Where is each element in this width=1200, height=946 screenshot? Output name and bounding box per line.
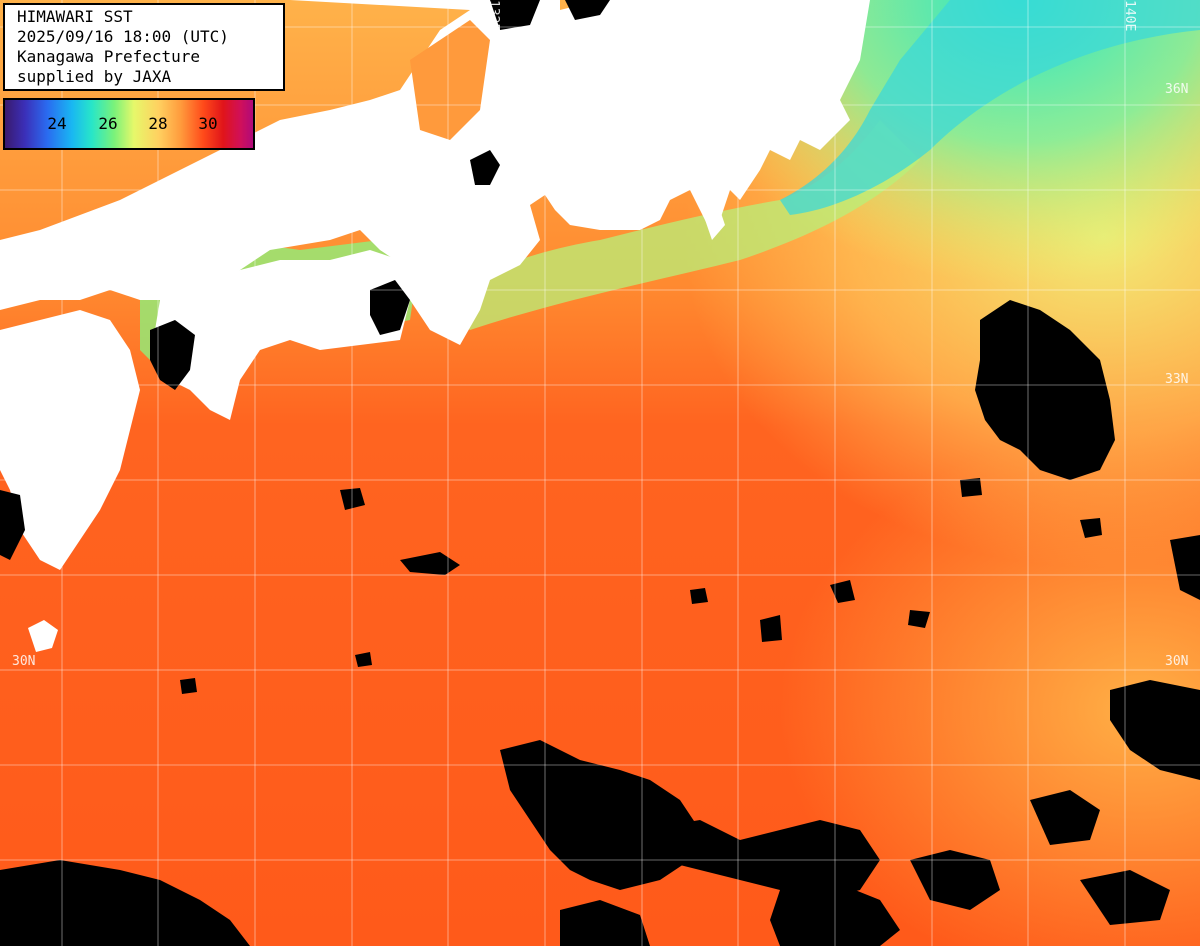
legend-tick-28: 28 bbox=[148, 114, 168, 133]
tanegashima-island bbox=[28, 620, 58, 652]
title-line-3: Kanagawa Prefecture bbox=[17, 47, 201, 66]
honshu-land bbox=[0, 0, 870, 345]
lat-label-36n: 36N bbox=[1165, 82, 1189, 97]
lat-label-33n: 33N bbox=[1165, 372, 1189, 387]
legend-tick-24: 24 bbox=[47, 114, 67, 133]
color-legend: 24 26 28 30 bbox=[3, 98, 255, 150]
title-line-2: 2025/09/16 18:00 (UTC) bbox=[17, 27, 229, 46]
lon-label-140e: 140E bbox=[1122, 0, 1137, 32]
legend-tick-30: 30 bbox=[198, 114, 218, 133]
coastal-cool-band bbox=[430, 120, 920, 330]
legend-tick-26: 26 bbox=[98, 114, 118, 133]
title-line-1: HIMAWARI SST bbox=[17, 7, 133, 26]
izu-peninsula bbox=[700, 195, 725, 240]
title-box: HIMAWARI SST 2025/09/16 18:00 (UTC) Kana… bbox=[3, 3, 285, 91]
lat-label-30n-east: 30N bbox=[1165, 654, 1189, 669]
lat-label-30n-west: 30N bbox=[12, 654, 36, 669]
title-line-4: supplied by JAXA bbox=[17, 67, 172, 86]
coastal-cyan-band bbox=[780, 0, 1200, 215]
shikoku-land bbox=[150, 250, 410, 420]
kii-peninsula-warm-shelf bbox=[410, 20, 490, 140]
lon-label-132e: 132E bbox=[486, 0, 501, 32]
kyushu-land bbox=[0, 310, 140, 570]
